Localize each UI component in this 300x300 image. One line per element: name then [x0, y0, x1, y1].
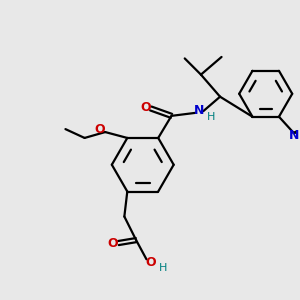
Text: O: O: [146, 256, 156, 269]
Text: N: N: [194, 104, 205, 117]
Text: H: H: [158, 263, 167, 273]
Text: O: O: [140, 100, 151, 113]
Text: N: N: [289, 129, 299, 142]
Text: O: O: [94, 123, 105, 136]
Text: O: O: [108, 236, 118, 250]
Text: H: H: [207, 112, 215, 122]
